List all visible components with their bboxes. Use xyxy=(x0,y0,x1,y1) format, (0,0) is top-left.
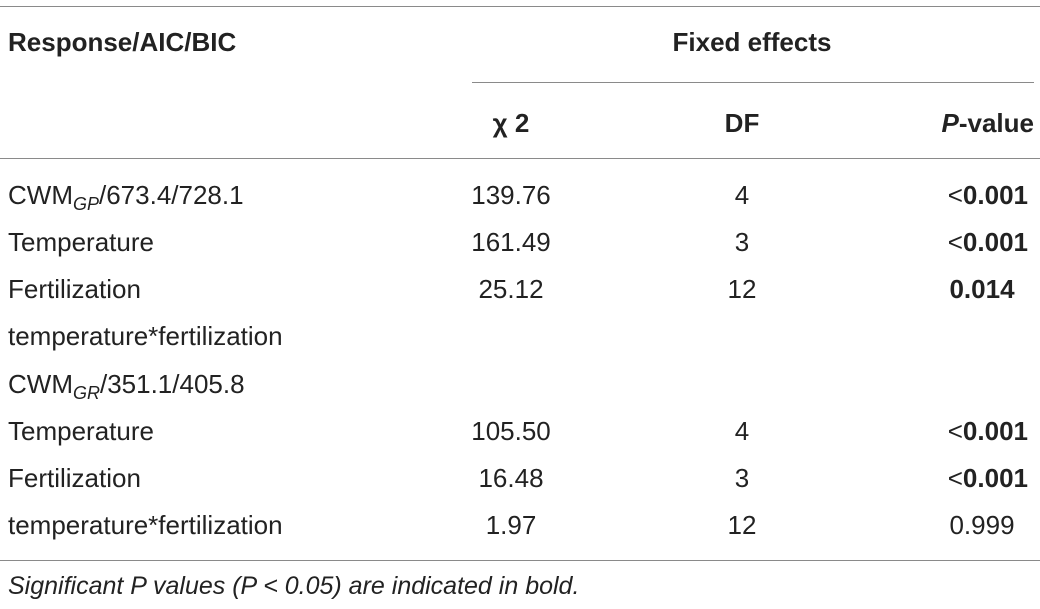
p-value-cell: 0.014 xyxy=(949,274,1014,304)
p-value-number: 0.014 xyxy=(949,274,1015,304)
table-footnote: Significant P values (P < 0.05) are indi… xyxy=(8,572,580,600)
row-label: Fertilization xyxy=(8,463,141,493)
df-cell: 4 xyxy=(734,180,750,210)
header-p-value: P-value xyxy=(942,108,1035,138)
row-label-main: CWM xyxy=(8,369,73,399)
p-value-number: 0.001 xyxy=(962,416,1028,446)
p-value-prefix: < xyxy=(947,227,963,257)
p-value-number: 0.001 xyxy=(962,180,1028,210)
df-cell: 4 xyxy=(734,416,750,446)
chi2-cell: 105.50 xyxy=(471,416,551,446)
p-value-prefix: < xyxy=(947,463,963,493)
row-label-tail: /351.1/405.8 xyxy=(99,369,245,399)
chi2-cell: 25.12 xyxy=(478,274,544,304)
df-cell: 3 xyxy=(734,227,750,257)
chi2-cell: 16.48 xyxy=(478,463,544,493)
header-bottom-rule xyxy=(0,158,1040,159)
p-value-number: 0.001 xyxy=(962,463,1028,493)
p-value-cell: <0.001 xyxy=(948,180,1028,210)
p-value-prefix: < xyxy=(947,416,963,446)
header-p-rest: -value xyxy=(958,108,1034,138)
row-label: CWMGP/673.4/728.1 xyxy=(8,180,244,219)
chi2-cell: 161.49 xyxy=(471,227,551,257)
row-label: Temperature xyxy=(8,416,154,446)
row-label: temperature*fertilization xyxy=(8,321,283,351)
row-label-main: Fertilization xyxy=(8,274,141,304)
row-label-main: Temperature xyxy=(8,416,154,446)
p-value-cell: <0.001 xyxy=(948,227,1028,257)
p-value-cell: 0.999 xyxy=(949,510,1014,540)
header-df: DF xyxy=(724,108,760,138)
row-label-main: CWM xyxy=(8,180,73,210)
table-bottom-rule xyxy=(0,560,1040,561)
p-value-cell: <0.001 xyxy=(948,416,1028,446)
row-label: Temperature xyxy=(8,227,154,257)
df-cell: 12 xyxy=(727,274,757,304)
row-label-main: Temperature xyxy=(8,227,154,257)
row-label-tail: /673.4/728.1 xyxy=(99,180,244,210)
row-label-main: Fertilization xyxy=(8,463,141,493)
header-chi2: χ 2 xyxy=(492,108,530,138)
chi2-cell: 1.97 xyxy=(485,510,537,540)
chi2-cell: 139.76 xyxy=(471,180,551,210)
header-response: Response/AIC/BIC xyxy=(8,27,237,57)
row-label: CWMGR/351.1/405.8 xyxy=(8,369,245,408)
p-value-number: 0.001 xyxy=(962,227,1028,257)
p-value-number: 0.999 xyxy=(949,510,1015,540)
row-label: Fertilization xyxy=(8,274,141,304)
row-label-main: temperature*fertilization xyxy=(8,321,283,351)
top-rule xyxy=(0,6,1040,7)
p-value-prefix: < xyxy=(947,180,963,210)
df-cell: 12 xyxy=(727,510,757,540)
fixed-effects-rule xyxy=(472,82,1034,83)
df-cell: 3 xyxy=(734,463,750,493)
row-label-subscript: GR xyxy=(72,383,100,403)
header-fixed-effects: Fixed effects xyxy=(672,27,832,57)
row-label-main: temperature*fertilization xyxy=(8,510,283,540)
p-value-cell: <0.001 xyxy=(948,463,1028,493)
row-label: temperature*fertilization xyxy=(8,510,283,540)
row-label-subscript: GP xyxy=(72,194,99,214)
header-p-italic: P xyxy=(941,108,959,138)
